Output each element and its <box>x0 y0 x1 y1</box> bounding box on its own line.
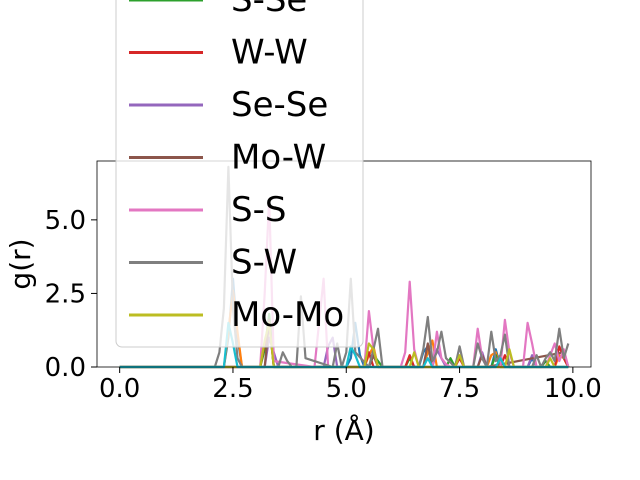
legend-box <box>115 0 364 348</box>
y-tick-label: 5.0 <box>45 206 86 236</box>
x-tick-label: 7.5 <box>439 374 480 404</box>
legend-label-se-se: Se-Se <box>231 85 328 125</box>
legend-label-s-w: S-W <box>231 243 297 283</box>
x-axis-label: r (Å) <box>313 413 374 447</box>
y-tick-label: 0.0 <box>45 353 86 383</box>
legend: S-Se W-W Se-Se Mo-W S-S S-W Mo-Mo <box>115 0 364 348</box>
legend-label-w-w: W-W <box>231 33 308 73</box>
legend-label-s-s: S-S <box>231 190 286 230</box>
legend-label-mo-mo: Mo-Mo <box>231 295 344 335</box>
x-tick-label: 5.0 <box>326 374 367 404</box>
legend-label-s-se: S-Se <box>231 0 307 20</box>
x-tick-label: 0.0 <box>99 374 140 404</box>
x-tick-label: 2.5 <box>212 374 253 404</box>
tick-layer: 0.0 2.5 5.0 7.5 10.0 0.0 2.5 5.0 <box>45 206 602 404</box>
x-tick-label: 10.0 <box>544 374 602 404</box>
y-axis-label: g(r) <box>4 238 37 289</box>
y-tick-label: 2.5 <box>45 279 86 309</box>
legend-label-mo-w: Mo-W <box>231 138 326 178</box>
